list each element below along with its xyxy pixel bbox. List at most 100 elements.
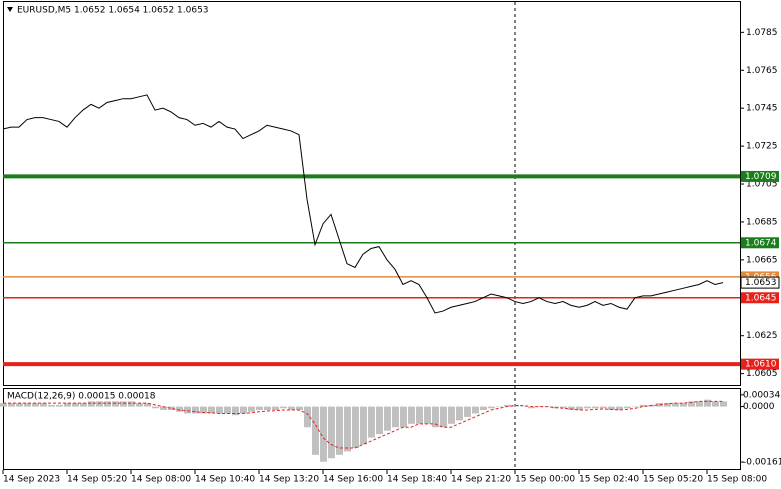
histogram-bar [432, 406, 439, 428]
y-tick-label: 0.0000 [743, 402, 775, 412]
y-tick-label: 1.0665 [746, 255, 778, 265]
histogram-bar [504, 404, 511, 407]
x-tick-label: 14 Sep 16:00 [323, 475, 383, 485]
y-tick-label: 1.0725 [746, 142, 778, 152]
histogram-bar [608, 406, 615, 411]
histogram-bar [152, 406, 159, 409]
histogram-bar [120, 401, 127, 407]
histogram-bar [560, 406, 567, 409]
x-tick-label: 15 Sep 02:40 [579, 475, 639, 485]
histogram-bar [480, 406, 487, 411]
histogram-bar [680, 403, 687, 407]
level-label: 1.0709 [745, 172, 777, 182]
main-frame [3, 1, 741, 386]
histogram-bar [232, 406, 239, 416]
histogram-bar [336, 406, 343, 455]
signal-line [3, 400, 723, 449]
histogram-bar [368, 406, 375, 438]
histogram-bar [696, 401, 703, 407]
x-tick-label: 15 Sep 00:00 [515, 475, 575, 485]
histogram-bar [248, 406, 255, 412]
histogram-bar [56, 404, 63, 407]
current-price-box [740, 276, 780, 289]
histogram-bar [408, 406, 415, 424]
histogram-bar [400, 406, 407, 428]
histogram-bar [344, 406, 351, 452]
y-tick-label: 1.0625 [746, 331, 778, 341]
y-tick-label: 0.00034 [743, 390, 780, 400]
histogram-bar [416, 406, 423, 424]
x-tick-label: 14 Sep 13:20 [259, 475, 319, 485]
histogram-bar [520, 406, 527, 408]
current-price-label: 1.0653 [745, 278, 777, 288]
macd-frame [3, 388, 741, 470]
histogram-bar [240, 406, 247, 414]
histogram-bar [720, 401, 727, 407]
histogram-bar [632, 406, 639, 408]
histogram-bar [168, 406, 175, 411]
histogram-bar [304, 406, 311, 428]
histogram-bar [280, 406, 287, 409]
histogram-bar [128, 401, 135, 407]
histogram-bar [136, 403, 143, 407]
x-tick-label: 14 Sep 08:00 [131, 475, 191, 485]
histogram-bar [0, 403, 7, 407]
histogram-bar [88, 401, 95, 407]
chart-title: EURUSD,M5 1.0652 1.0654 1.0652 1.0653 [17, 6, 209, 16]
histogram-bar [600, 406, 607, 409]
histogram-bar [640, 404, 647, 407]
histogram-bar [360, 406, 367, 445]
histogram-bar [352, 406, 359, 448]
histogram-bar [104, 401, 111, 407]
histogram-bar [72, 403, 79, 407]
histogram-bar [112, 401, 119, 407]
y-tick-label: 1.0705 [746, 180, 778, 190]
y-tick-label: 1.0785 [746, 28, 778, 38]
level-label-box [741, 170, 779, 182]
histogram-bar [8, 403, 15, 407]
histogram-bar [224, 406, 231, 414]
histogram-bar [688, 401, 695, 407]
x-tick-label: 15 Sep 08:00 [707, 475, 767, 485]
y-tick-label: -0.00161 [743, 458, 781, 468]
price-line [2, 94, 724, 314]
histogram-bar [592, 406, 599, 409]
histogram-bar [464, 406, 471, 417]
histogram-bar [160, 406, 167, 411]
histogram-bar [528, 406, 535, 409]
histogram-bar [376, 406, 383, 435]
macd-title: MACD(12,26,9) 0.00015 0.00018 [7, 392, 156, 402]
histogram-bar [328, 406, 335, 459]
histogram-bar [704, 399, 711, 407]
histogram-bar [208, 406, 215, 414]
histogram-bar [424, 406, 431, 424]
histogram-bar [24, 403, 31, 407]
level-label: 1.0645 [745, 293, 777, 303]
histogram-bar [712, 401, 719, 407]
histogram-bar [264, 406, 271, 411]
level-label-box [741, 292, 779, 304]
histogram-bar [64, 403, 71, 407]
histogram-bar [624, 406, 631, 409]
level-label: 1.0610 [745, 360, 777, 370]
histogram-bar [384, 406, 391, 431]
histogram-bar [256, 406, 263, 411]
histogram-bar [40, 403, 47, 407]
level-label: 1.0674 [745, 238, 777, 248]
x-tick-label: 14 Sep 05:20 [67, 475, 127, 485]
histogram-bar [472, 406, 479, 414]
histogram-bar [584, 406, 591, 409]
histogram-bar [488, 406, 495, 409]
x-tick-label: 14 Sep 10:40 [195, 475, 255, 485]
histogram-bar [496, 406, 503, 408]
histogram-bar [536, 406, 543, 408]
histogram-bar [216, 406, 223, 414]
y-tick-label: 1.0605 [746, 369, 778, 379]
histogram-bar [272, 406, 279, 411]
x-tick-label: 14 Sep 18:40 [387, 475, 447, 485]
y-tick-label: 1.0765 [746, 66, 778, 76]
histogram-bar [16, 403, 23, 407]
x-tick-label: 14 Sep 2023 [3, 475, 60, 485]
level-label-box [741, 358, 779, 370]
